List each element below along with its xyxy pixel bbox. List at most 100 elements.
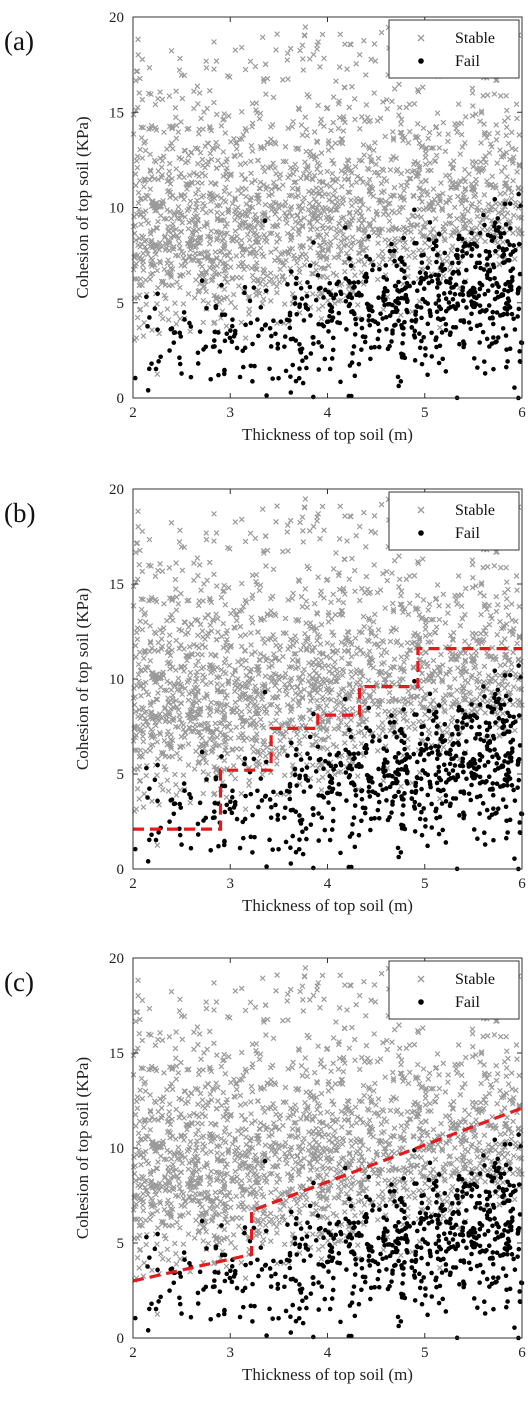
point-fail	[305, 307, 311, 312]
point-fail	[412, 678, 417, 684]
point-fail	[308, 351, 314, 356]
point-fail	[199, 278, 205, 284]
point-fail	[507, 242, 512, 248]
point-fail	[497, 313, 503, 318]
point-stable	[189, 180, 196, 187]
point-fail	[484, 733, 490, 739]
point-fail	[321, 295, 326, 300]
point-stable	[336, 220, 343, 227]
point-stable	[347, 209, 353, 216]
point-stable	[238, 237, 245, 244]
point-fail	[511, 316, 516, 322]
point-stable	[360, 179, 366, 186]
point-fail	[392, 283, 398, 289]
point-fail	[476, 293, 482, 299]
point-fail	[477, 286, 483, 292]
point-fail	[434, 815, 439, 821]
point-fail	[488, 705, 493, 710]
point-fail	[370, 734, 376, 739]
point-fail	[401, 803, 406, 808]
point-stable	[273, 170, 279, 177]
point-fail	[464, 267, 469, 273]
point-fail	[195, 832, 201, 837]
point-fail	[436, 231, 442, 237]
point-fail	[419, 338, 424, 344]
point-fail	[237, 374, 243, 380]
point-fail	[168, 326, 174, 332]
point-stable	[161, 129, 167, 135]
point-stable	[141, 319, 147, 326]
point-stable	[267, 298, 274, 304]
point-fail	[353, 316, 358, 322]
point-stable	[232, 153, 239, 160]
point-fail	[228, 799, 233, 805]
point-stable	[255, 276, 261, 283]
point-stable	[184, 126, 190, 133]
point-stable	[358, 269, 365, 276]
point-stable	[430, 186, 437, 192]
point-fail	[297, 366, 302, 371]
point-fail	[474, 260, 480, 266]
point-fail	[429, 801, 434, 807]
point-fail	[368, 827, 373, 833]
point-fail	[503, 804, 509, 810]
point-fail	[501, 723, 507, 729]
point-fail	[490, 321, 496, 327]
point-stable	[198, 194, 205, 200]
point-fail	[287, 789, 292, 794]
point-fail	[475, 365, 480, 370]
point-fail	[230, 788, 235, 794]
point-fail	[147, 786, 152, 791]
point-stable	[181, 174, 187, 181]
point-stable	[486, 130, 492, 137]
point-fail	[248, 791, 254, 797]
point-fail	[414, 303, 420, 309]
point-fail	[351, 280, 357, 285]
point-stable	[427, 229, 434, 236]
point-stable	[196, 273, 203, 279]
point-stable	[457, 151, 464, 157]
point-fail	[153, 366, 159, 372]
point-fail	[264, 393, 269, 398]
point-fail	[285, 753, 290, 758]
point-fail	[417, 345, 423, 351]
point-stable	[154, 301, 160, 307]
point-fail	[146, 837, 152, 843]
point-fail	[327, 752, 333, 757]
point-fail	[366, 305, 371, 310]
point-fail	[326, 329, 331, 334]
point-stable	[184, 186, 190, 192]
point-stable	[176, 174, 183, 180]
point-fail	[394, 263, 399, 269]
point-stable	[514, 115, 520, 122]
point-stable	[213, 237, 220, 243]
point-fail	[307, 284, 313, 290]
point-fail	[319, 322, 325, 327]
point-fail	[491, 264, 497, 270]
point-stable	[440, 273, 447, 279]
point-fail	[503, 693, 509, 699]
point-fail	[396, 751, 401, 756]
point-fail	[407, 283, 412, 289]
point-fail	[215, 330, 221, 335]
point-fail	[275, 812, 281, 818]
point-stable	[148, 125, 154, 132]
point-fail	[167, 348, 172, 353]
point-stable	[338, 168, 345, 174]
point-stable	[276, 279, 283, 285]
point-fail	[310, 335, 316, 340]
point-fail	[132, 375, 138, 381]
point-fail	[451, 304, 456, 309]
point-fail	[269, 804, 274, 810]
point-stable	[139, 262, 146, 268]
point-stable	[400, 244, 407, 251]
point-stable	[497, 93, 504, 99]
point-fail	[392, 258, 397, 264]
point-fail	[484, 262, 490, 267]
point-fail	[287, 325, 293, 331]
point-stable	[338, 183, 345, 190]
point-fail	[419, 832, 425, 838]
point-fail	[495, 687, 501, 693]
point-stable	[469, 113, 476, 119]
